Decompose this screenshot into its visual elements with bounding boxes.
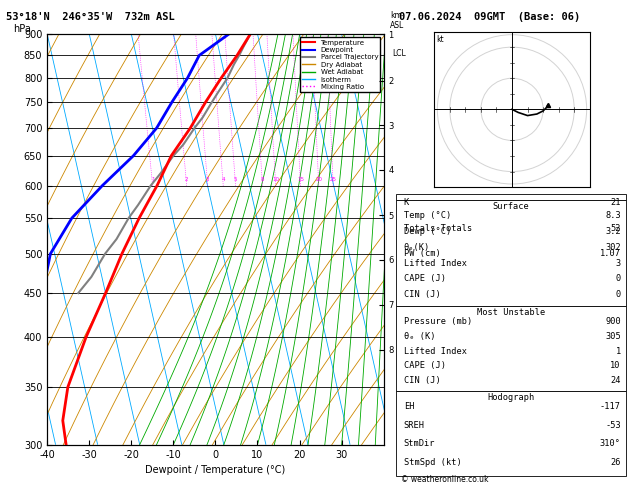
Text: 1: 1 xyxy=(151,177,154,182)
Text: 52: 52 xyxy=(610,224,621,233)
Text: Hodograph: Hodograph xyxy=(487,393,535,402)
Text: K: K xyxy=(404,198,409,208)
Text: θₑ (K): θₑ (K) xyxy=(404,332,435,341)
Text: 2: 2 xyxy=(185,177,189,182)
Text: 8: 8 xyxy=(261,177,264,182)
Text: StmSpd (kt): StmSpd (kt) xyxy=(404,458,462,467)
Text: 20: 20 xyxy=(315,177,322,182)
Text: 305: 305 xyxy=(605,332,621,341)
Text: Pressure (mb): Pressure (mb) xyxy=(404,317,472,326)
Text: θₑ(K): θₑ(K) xyxy=(404,243,430,252)
Y-axis label: Mixing Ratio (g/kg): Mixing Ratio (g/kg) xyxy=(396,200,405,279)
Text: 25: 25 xyxy=(330,177,337,182)
Text: Dewp (°C): Dewp (°C) xyxy=(404,227,451,236)
X-axis label: Dewpoint / Temperature (°C): Dewpoint / Temperature (°C) xyxy=(145,465,286,475)
Text: SREH: SREH xyxy=(404,420,425,430)
Text: 0: 0 xyxy=(616,290,621,299)
Text: 10: 10 xyxy=(272,177,279,182)
Text: km
ASL: km ASL xyxy=(391,11,404,30)
Text: CAPE (J): CAPE (J) xyxy=(404,362,446,370)
Text: 3.2: 3.2 xyxy=(605,227,621,236)
Text: kt: kt xyxy=(436,35,443,44)
Text: 53°18'N  246°35'W  732m ASL: 53°18'N 246°35'W 732m ASL xyxy=(6,12,175,22)
Text: 302: 302 xyxy=(605,243,621,252)
Text: © weatheronline.co.uk: © weatheronline.co.uk xyxy=(401,474,488,484)
Text: PW (cm): PW (cm) xyxy=(404,249,440,258)
Text: 15: 15 xyxy=(297,177,304,182)
Text: 24: 24 xyxy=(610,376,621,385)
Text: 3: 3 xyxy=(206,177,209,182)
Text: 10: 10 xyxy=(610,362,621,370)
Text: 0: 0 xyxy=(616,275,621,283)
Text: LCL: LCL xyxy=(392,49,406,58)
Text: 26: 26 xyxy=(610,458,621,467)
Text: 8.3: 8.3 xyxy=(605,211,621,220)
Text: EH: EH xyxy=(404,402,415,411)
Text: Surface: Surface xyxy=(493,202,530,211)
Text: -53: -53 xyxy=(605,420,621,430)
Text: 21: 21 xyxy=(610,198,621,208)
Text: CIN (J): CIN (J) xyxy=(404,290,440,299)
Text: StmDir: StmDir xyxy=(404,439,435,448)
Text: 900: 900 xyxy=(605,317,621,326)
Text: 07.06.2024  09GMT  (Base: 06): 07.06.2024 09GMT (Base: 06) xyxy=(399,12,581,22)
Text: Most Unstable: Most Unstable xyxy=(477,308,545,317)
Text: 1.07: 1.07 xyxy=(600,249,621,258)
Text: 1: 1 xyxy=(616,347,621,356)
Text: hPa: hPa xyxy=(14,24,31,34)
Legend: Temperature, Dewpoint, Parcel Trajectory, Dry Adiabat, Wet Adiabat, Isotherm, Mi: Temperature, Dewpoint, Parcel Trajectory… xyxy=(301,37,380,92)
Text: Totals Totals: Totals Totals xyxy=(404,224,472,233)
Text: Temp (°C): Temp (°C) xyxy=(404,211,451,220)
Text: CIN (J): CIN (J) xyxy=(404,376,440,385)
Text: Lifted Index: Lifted Index xyxy=(404,259,467,268)
Text: Lifted Index: Lifted Index xyxy=(404,347,467,356)
Text: 310°: 310° xyxy=(600,439,621,448)
Text: -117: -117 xyxy=(600,402,621,411)
Text: 3: 3 xyxy=(616,259,621,268)
Text: 5: 5 xyxy=(234,177,237,182)
Text: 4: 4 xyxy=(221,177,225,182)
Text: CAPE (J): CAPE (J) xyxy=(404,275,446,283)
